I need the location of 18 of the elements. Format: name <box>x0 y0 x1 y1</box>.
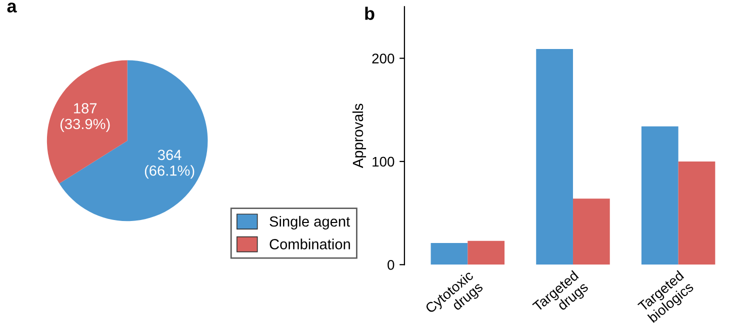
legend-label: Combination <box>270 238 350 250</box>
legend-label: Single agent <box>270 216 350 230</box>
y-tick-label: 200 <box>372 54 394 64</box>
data-label: 187 (33.9%) <box>60 103 110 132</box>
bar <box>468 240 505 265</box>
bar <box>572 198 610 265</box>
bar <box>678 161 716 265</box>
bar <box>430 242 468 265</box>
chart-title: b <box>365 6 374 20</box>
pie-slice <box>46 60 128 184</box>
data-label: 364 (66.1%) <box>144 150 194 179</box>
y-tick-label: 100 <box>372 156 394 167</box>
bar <box>641 126 678 265</box>
chart-title: a <box>7 2 17 13</box>
y-axis-title: Approvals <box>352 104 366 168</box>
bar <box>536 49 573 265</box>
pie-slice <box>59 60 208 222</box>
y-tick-label: 0 <box>388 260 394 270</box>
